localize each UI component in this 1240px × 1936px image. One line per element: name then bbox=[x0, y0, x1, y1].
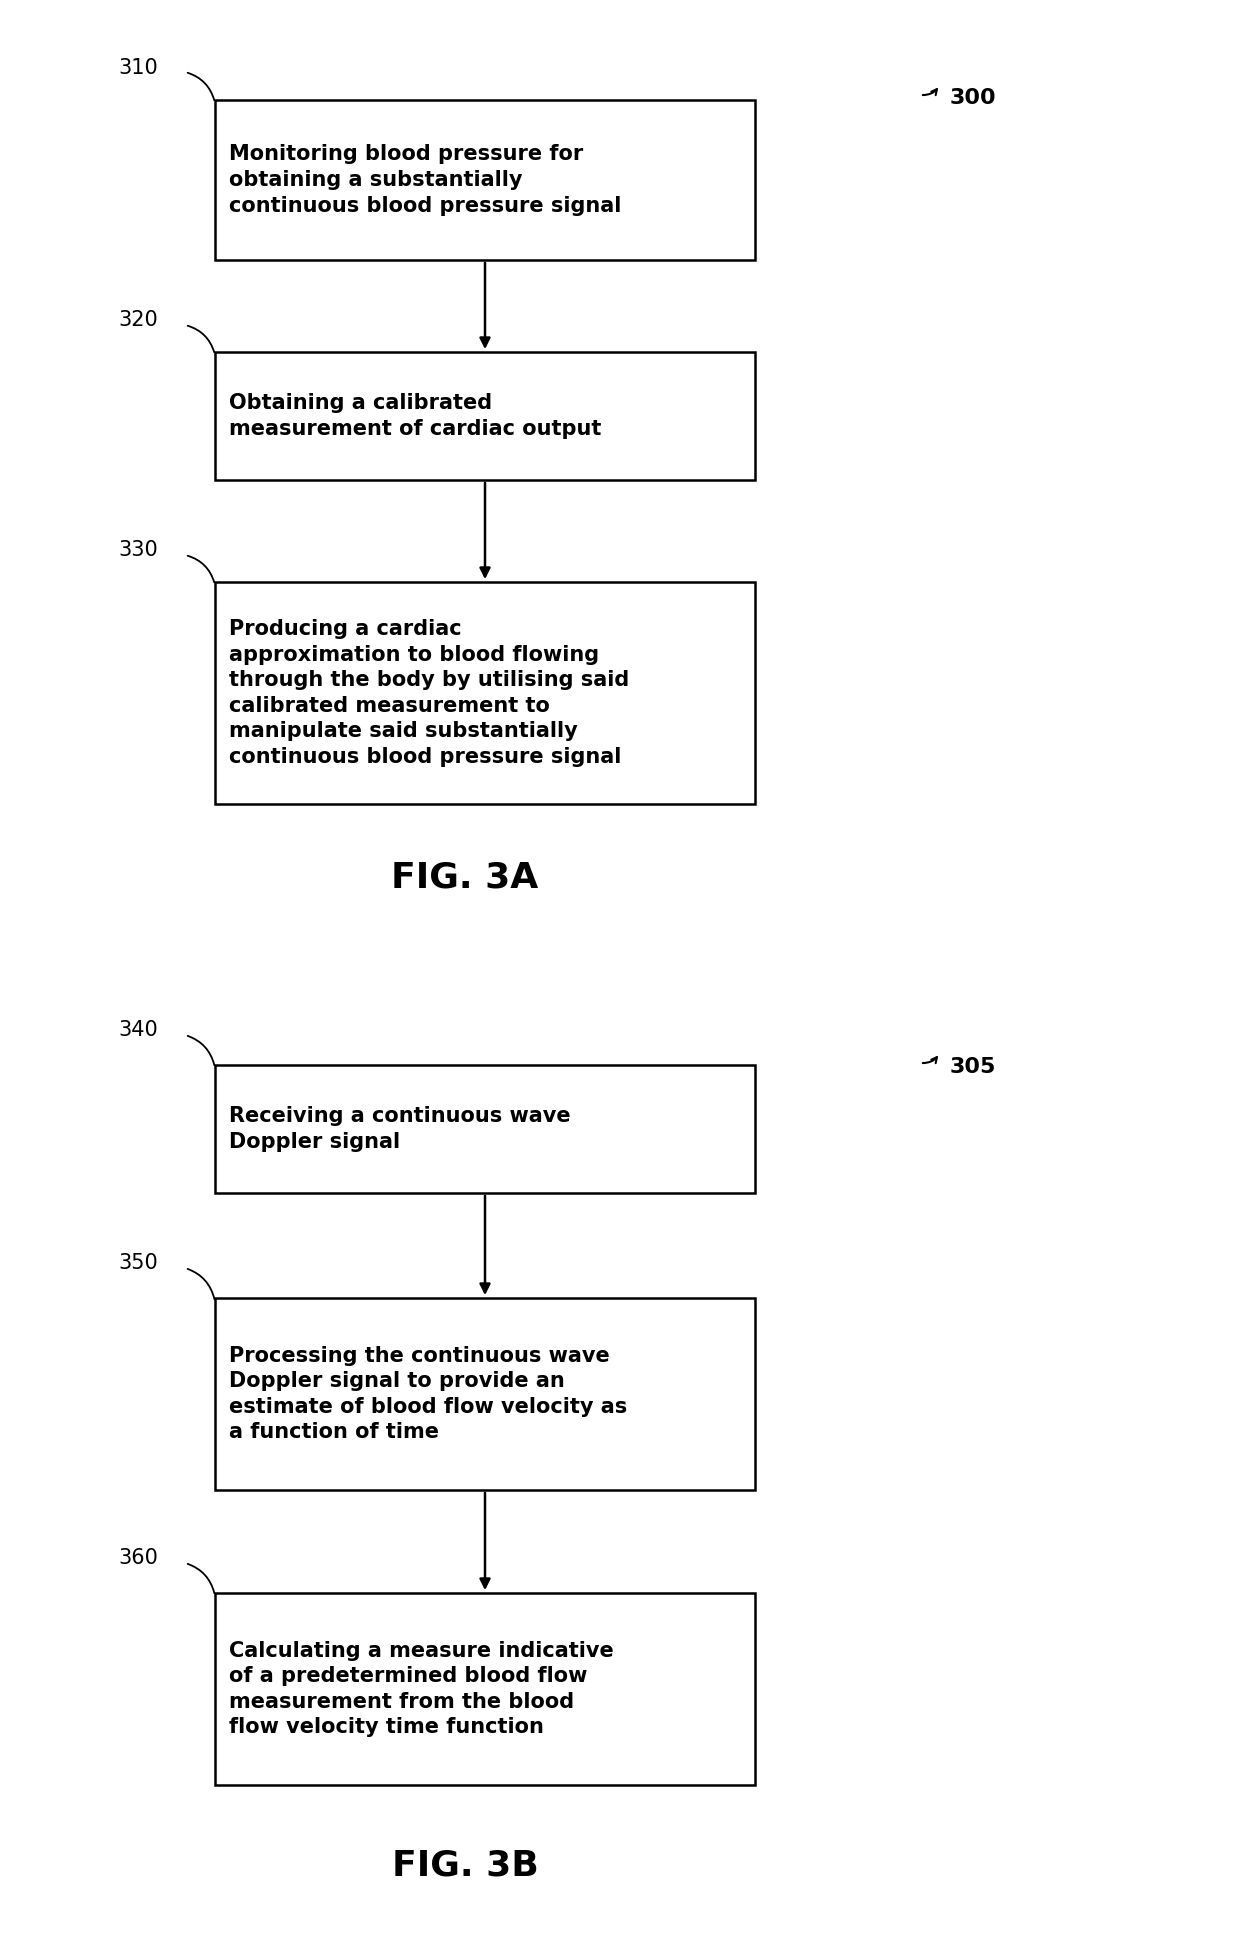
Text: FIG. 3A: FIG. 3A bbox=[392, 860, 538, 894]
Text: 305: 305 bbox=[950, 1057, 997, 1076]
Text: Monitoring blood pressure for
obtaining a substantially
continuous blood pressur: Monitoring blood pressure for obtaining … bbox=[229, 145, 621, 215]
Text: FIG. 3B: FIG. 3B bbox=[392, 1849, 538, 1882]
Text: 310: 310 bbox=[118, 58, 157, 77]
Text: Producing a cardiac
approximation to blood flowing
through the body by utilising: Producing a cardiac approximation to blo… bbox=[229, 620, 629, 767]
Text: 300: 300 bbox=[950, 87, 997, 108]
Text: 360: 360 bbox=[118, 1549, 157, 1568]
Text: Receiving a continuous wave
Doppler signal: Receiving a continuous wave Doppler sign… bbox=[229, 1105, 570, 1152]
Text: Processing the continuous wave
Doppler signal to provide an
estimate of blood fl: Processing the continuous wave Doppler s… bbox=[229, 1346, 627, 1442]
Bar bbox=[215, 1065, 755, 1193]
Text: Calculating a measure indicative
of a predetermined blood flow
measurement from : Calculating a measure indicative of a pr… bbox=[229, 1640, 614, 1737]
Text: Obtaining a calibrated
measurement of cardiac output: Obtaining a calibrated measurement of ca… bbox=[229, 393, 601, 439]
Bar bbox=[215, 1297, 755, 1491]
Text: 340: 340 bbox=[118, 1020, 157, 1040]
Text: 320: 320 bbox=[118, 310, 157, 329]
Bar bbox=[215, 101, 755, 259]
Bar bbox=[215, 583, 755, 803]
Bar bbox=[215, 352, 755, 480]
Text: 350: 350 bbox=[118, 1253, 157, 1274]
Bar bbox=[215, 1593, 755, 1785]
Text: 330: 330 bbox=[118, 540, 157, 560]
